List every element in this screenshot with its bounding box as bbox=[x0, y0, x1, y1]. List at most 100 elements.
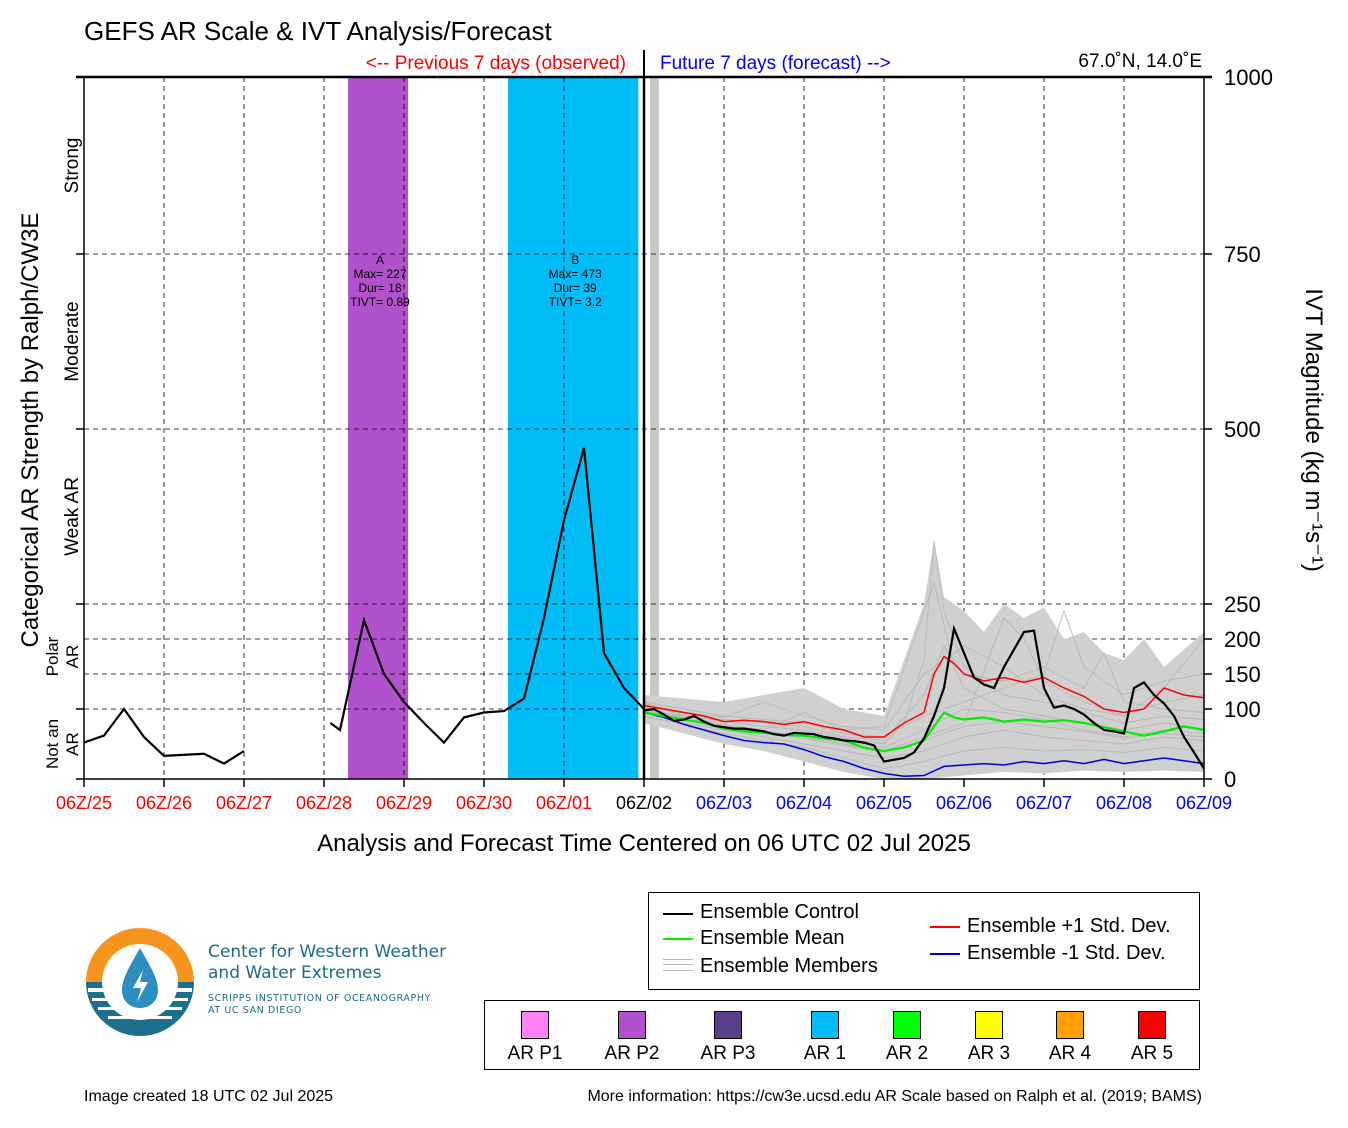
legend-control-label: Ensemble Control bbox=[700, 901, 859, 923]
category-label: AR bbox=[63, 645, 82, 669]
ensemble-control-line bbox=[643, 624, 1204, 770]
legend-members-swatch bbox=[663, 959, 693, 971]
y-tick-label: 250 bbox=[1224, 592, 1261, 617]
ar-category-label: AR 5 bbox=[1130, 1043, 1174, 1064]
right-axis-label: IVT Magnitude (kg m⁻¹s⁻¹) bbox=[1300, 288, 1327, 572]
ensemble-member-line bbox=[643, 645, 1204, 741]
footer-info: More information: https://cw3e.ucsd.edu … bbox=[587, 1088, 1202, 1105]
legend-control-swatch bbox=[663, 913, 693, 915]
ar-event-annotation: A bbox=[376, 253, 384, 267]
x-tick-label: 06Z/08 bbox=[1096, 793, 1152, 813]
ar-event-annotation: TIVT= 0.89 bbox=[350, 295, 410, 309]
x-tick-label: 06Z/01 bbox=[536, 793, 592, 813]
y-tick-label: 750 bbox=[1224, 242, 1261, 267]
y-tick-label: 500 bbox=[1224, 417, 1261, 442]
x-tick-label: 06Z/04 bbox=[776, 793, 832, 813]
ivt-chart: GEFS AR Scale & IVT Analysis/Forecast <-… bbox=[17, 16, 1327, 857]
y-tick-label: 100 bbox=[1224, 697, 1261, 722]
ar-category-swatch bbox=[1138, 1011, 1166, 1039]
x-tick-label: 06Z/05 bbox=[856, 793, 912, 813]
ar-category-label: AR 4 bbox=[1048, 1043, 1092, 1064]
footer-created: Image created 18 UTC 02 Jul 2025 bbox=[84, 1088, 334, 1105]
ar-category-item: AR 1 bbox=[783, 1011, 867, 1065]
ar-event-annotation: Max= 227 bbox=[353, 267, 406, 281]
ensemble-member-line bbox=[643, 540, 1204, 745]
legend-minus-std-swatch bbox=[930, 953, 960, 955]
legend-mean-label: Ensemble Mean bbox=[700, 927, 845, 949]
analysis-ivt-line bbox=[329, 447, 645, 745]
ar-event-annotation: B bbox=[571, 253, 579, 267]
legend-minus-std-label: Ensemble -1 Std. Dev. bbox=[967, 942, 1166, 964]
header-future-label: Future 7 days (forecast) --> bbox=[660, 53, 891, 74]
category-label: Polar bbox=[43, 636, 62, 676]
ensemble-member-line bbox=[643, 609, 1204, 738]
cw3e-logo-mark bbox=[86, 928, 194, 1036]
ar-category-item: AR 2 bbox=[865, 1011, 949, 1065]
x-tick-label: 06Z/25 bbox=[56, 793, 112, 813]
ar-category-swatch bbox=[714, 1011, 742, 1039]
ar-category-label: AR 3 bbox=[967, 1043, 1011, 1064]
chart-title: GEFS AR Scale & IVT Analysis/Forecast bbox=[84, 16, 552, 46]
ar-category-swatch bbox=[618, 1011, 646, 1039]
logo-title: Center for Western Weather and Water Extr… bbox=[208, 942, 446, 984]
ar-event-annotation: Dur= 18 bbox=[358, 281, 401, 295]
logo-line1: Center for Western Weather bbox=[208, 942, 447, 962]
header-past-label: <-- Previous 7 days (observed) bbox=[366, 53, 626, 74]
ensemble-member-line bbox=[643, 638, 1204, 731]
logo-sub1: SCRIPPS INSTITUTION OF OCEANOGRAPHY bbox=[208, 993, 431, 1004]
ar-category-swatch bbox=[975, 1011, 1003, 1039]
x-tick-label: 06Z/09 bbox=[1176, 793, 1232, 813]
ensemble-mean-line bbox=[643, 711, 1204, 753]
ar-event-annotation: TIVT= 3.2 bbox=[549, 295, 602, 309]
category-label: AR bbox=[63, 732, 82, 756]
x-tick-label: 06Z/30 bbox=[456, 793, 512, 813]
ar-category-label: AR 1 bbox=[803, 1043, 847, 1064]
legend: Ensemble Control Ensemble Mean Ensemble … bbox=[648, 892, 1200, 990]
legend-members-label: Ensemble Members bbox=[700, 955, 878, 977]
ar-event-band bbox=[348, 77, 408, 779]
legend-plus-std-swatch bbox=[930, 926, 960, 928]
logo-subtitle: SCRIPPS INSTITUTION OF OCEANOGRAPHY AT UC… bbox=[208, 993, 431, 1017]
left-axis-label: Categorical AR Strength by Ralph/CW3E bbox=[17, 213, 44, 648]
ar-category-item: AR 4 bbox=[1028, 1011, 1112, 1065]
analysis-forecast-gap-band bbox=[650, 77, 659, 779]
ar-category-item: AR P2 bbox=[590, 1011, 674, 1065]
category-label: Strong bbox=[62, 138, 83, 194]
logo-line2: and Water Extremes bbox=[208, 963, 382, 983]
analysis-ivt-line bbox=[84, 707, 245, 765]
x-tick-label: 06Z/29 bbox=[376, 793, 432, 813]
ensemble-member-line bbox=[643, 712, 1204, 759]
legend-plus-std-label: Ensemble +1 Std. Dev. bbox=[967, 915, 1171, 937]
cw3e-logo: Center for Western Weather and Water Extr… bbox=[84, 926, 484, 1038]
y-tick-label: 150 bbox=[1224, 662, 1261, 687]
ar-category-item: AR P1 bbox=[493, 1011, 577, 1065]
ar-category-item: AR 5 bbox=[1110, 1011, 1194, 1065]
location-label: 67.0˚N, 14.0˚E bbox=[1078, 51, 1202, 72]
x-tick-label: 06Z/28 bbox=[296, 793, 352, 813]
ar-category-label: AR 2 bbox=[885, 1043, 929, 1064]
x-tick-label: 06Z/03 bbox=[696, 793, 752, 813]
ar-category-swatch bbox=[1056, 1011, 1084, 1039]
logo-sub2: AT UC SAN DIEGO bbox=[208, 1005, 302, 1016]
ar-category-legend: AR P1 AR P2 AR P3 AR 1 AR 2 AR 3 AR 4 AR… bbox=[484, 1000, 1200, 1070]
ar-event-annotation: Dur= 39 bbox=[554, 281, 597, 295]
category-label: Not an bbox=[43, 719, 62, 769]
ar-category-label: AR P3 bbox=[700, 1043, 756, 1064]
x-tick-label: 06Z/27 bbox=[216, 793, 272, 813]
x-tick-label: 06Z/07 bbox=[1016, 793, 1072, 813]
plus-std-line bbox=[643, 655, 1204, 738]
minus-std-line bbox=[643, 711, 1204, 777]
x-tick-label: 06Z/26 bbox=[136, 793, 192, 813]
ar-category-item: AR P3 bbox=[686, 1011, 770, 1065]
ar-category-item: AR 3 bbox=[947, 1011, 1031, 1065]
legend-mean-swatch bbox=[663, 938, 693, 940]
category-label: Moderate bbox=[62, 301, 83, 381]
x-tick-label: 06Z/06 bbox=[936, 793, 992, 813]
ar-category-swatch bbox=[811, 1011, 839, 1039]
x-axis-label: Analysis and Forecast Time Centered on 0… bbox=[317, 830, 971, 857]
ar-category-swatch bbox=[893, 1011, 921, 1039]
y-tick-label: 200 bbox=[1224, 627, 1261, 652]
x-tick-label: 06Z/02 bbox=[616, 793, 672, 813]
ensemble-member-line bbox=[643, 715, 1204, 769]
ar-event-annotation: Max= 473 bbox=[549, 267, 602, 281]
